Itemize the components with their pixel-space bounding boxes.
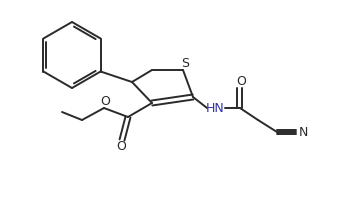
- Text: O: O: [236, 74, 246, 88]
- Text: HN: HN: [206, 102, 224, 114]
- Text: N: N: [298, 126, 308, 138]
- Text: S: S: [181, 56, 189, 69]
- Text: O: O: [116, 141, 126, 153]
- Text: O: O: [100, 94, 110, 108]
